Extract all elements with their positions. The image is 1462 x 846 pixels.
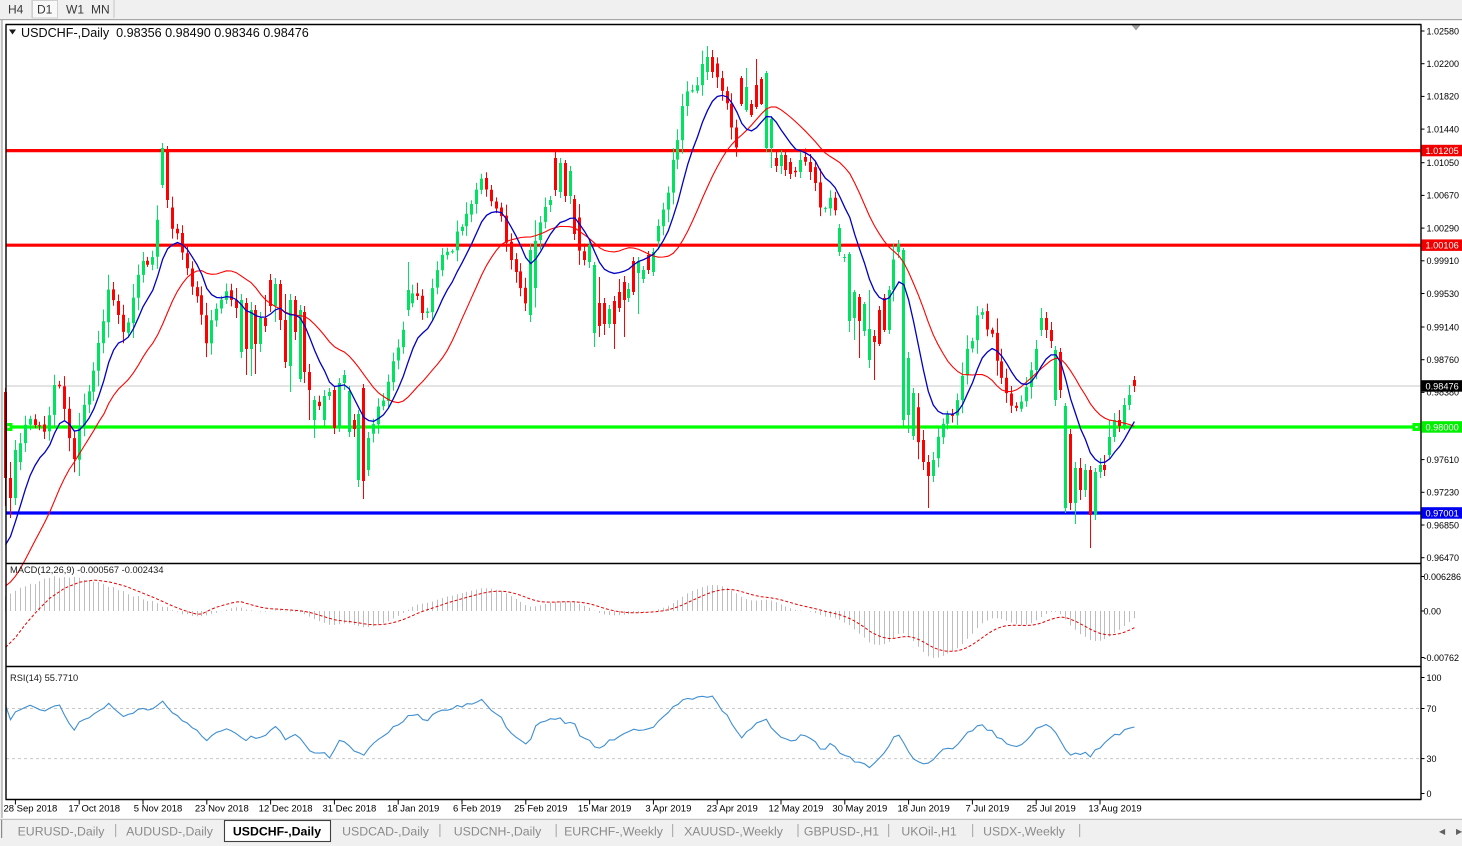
svg-text:◀: ◀ [1439, 827, 1446, 836]
svg-text:UKOil-,H1: UKOil-,H1 [901, 825, 957, 839]
svg-text:USDCNH-,Daily: USDCNH-,Daily [454, 825, 542, 839]
svg-text:EURCHF-,Weekly: EURCHF-,Weekly [564, 825, 664, 839]
svg-text:0.96850: 0.96850 [1427, 520, 1460, 530]
svg-text:3 Apr 2019: 3 Apr 2019 [645, 804, 691, 815]
svg-text:1.00670: 1.00670 [1427, 191, 1460, 201]
svg-text:15 Mar 2019: 15 Mar 2019 [578, 804, 631, 815]
svg-text:30 May 2019: 30 May 2019 [832, 804, 887, 815]
svg-text:1.01050: 1.01050 [1427, 158, 1460, 168]
svg-text:1.02200: 1.02200 [1427, 59, 1460, 69]
svg-text:1.01820: 1.01820 [1427, 92, 1460, 102]
svg-text:12 May 2019: 12 May 2019 [769, 804, 824, 815]
svg-text:USDCHF-,Daily: USDCHF-,Daily [233, 825, 321, 839]
svg-text:0.96470: 0.96470 [1427, 553, 1460, 563]
svg-text:0.99910: 0.99910 [1427, 256, 1460, 266]
svg-text:EURUSD-,Daily: EURUSD-,Daily [18, 825, 106, 839]
svg-text:1.01440: 1.01440 [1427, 124, 1460, 134]
svg-text:0: 0 [1427, 789, 1432, 799]
svg-text:28 Sep 2018: 28 Sep 2018 [3, 804, 57, 815]
svg-text:1.02580: 1.02580 [1427, 26, 1460, 36]
svg-text:-0.00762: -0.00762 [1424, 653, 1460, 663]
svg-text:18 Jun 2019: 18 Jun 2019 [897, 804, 949, 815]
svg-text:USDX-,Weekly: USDX-,Weekly [983, 825, 1066, 839]
svg-text:13 Aug 2019: 13 Aug 2019 [1088, 804, 1141, 815]
svg-text:18 Jan 2019: 18 Jan 2019 [387, 804, 439, 815]
svg-text:XAUUSD-,Weekly: XAUUSD-,Weekly [684, 825, 784, 839]
svg-text:0.97610: 0.97610 [1427, 455, 1460, 465]
svg-text:AUDUSD-,Daily: AUDUSD-,Daily [126, 825, 214, 839]
svg-text:12 Dec 2018: 12 Dec 2018 [259, 804, 313, 815]
svg-text:31 Dec 2018: 31 Dec 2018 [322, 804, 376, 815]
svg-text:RSI(14) 55.7710: RSI(14) 55.7710 [10, 673, 78, 683]
svg-text:H4: H4 [8, 3, 24, 17]
svg-text:30: 30 [1427, 754, 1437, 764]
svg-text:25 Feb 2019: 25 Feb 2019 [514, 804, 567, 815]
svg-text:70: 70 [1427, 704, 1437, 714]
svg-text:0.97230: 0.97230 [1427, 488, 1460, 498]
svg-text:0.98000: 0.98000 [1426, 422, 1459, 432]
svg-text:0.99140: 0.99140 [1427, 322, 1460, 332]
svg-text:0.97001: 0.97001 [1426, 508, 1459, 518]
svg-text:0.99530: 0.99530 [1427, 289, 1460, 299]
svg-text:0.98476: 0.98476 [1426, 381, 1459, 391]
svg-text:5 Nov 2018: 5 Nov 2018 [134, 804, 183, 815]
svg-text:0.00: 0.00 [1424, 606, 1442, 616]
svg-text:23 Nov 2018: 23 Nov 2018 [195, 804, 249, 815]
svg-text:USDCAD-,Daily: USDCAD-,Daily [342, 825, 430, 839]
svg-text:D1: D1 [37, 3, 53, 17]
svg-text:1.00290: 1.00290 [1427, 223, 1460, 233]
svg-text:USDCHF-,Daily 0.98356 0.98490: USDCHF-,Daily 0.98356 0.98490 0.98346 0.… [21, 26, 309, 40]
svg-text:0.98760: 0.98760 [1427, 355, 1460, 365]
svg-text:7 Jul 2019: 7 Jul 2019 [965, 804, 1009, 815]
svg-text:1.00106: 1.00106 [1426, 241, 1459, 251]
svg-text:6 Feb 2019: 6 Feb 2019 [453, 804, 501, 815]
svg-text:23 Apr 2019: 23 Apr 2019 [707, 804, 758, 815]
svg-text:MACD(12,26,9) -0.000567 -0.002: MACD(12,26,9) -0.000567 -0.002434 [10, 565, 164, 575]
svg-text:25 Jul 2019: 25 Jul 2019 [1027, 804, 1076, 815]
svg-text:1.01205: 1.01205 [1426, 146, 1459, 156]
svg-text:W1: W1 [66, 3, 84, 17]
svg-text:100: 100 [1427, 673, 1442, 683]
svg-text:17 Oct 2018: 17 Oct 2018 [68, 804, 120, 815]
svg-text:0.006286: 0.006286 [1424, 572, 1462, 582]
svg-text:MN: MN [91, 3, 110, 17]
svg-text:▶: ▶ [1456, 827, 1462, 836]
svg-text:GBPUSD-,H1: GBPUSD-,H1 [804, 825, 879, 839]
svg-text:0.98380: 0.98380 [1427, 388, 1460, 398]
